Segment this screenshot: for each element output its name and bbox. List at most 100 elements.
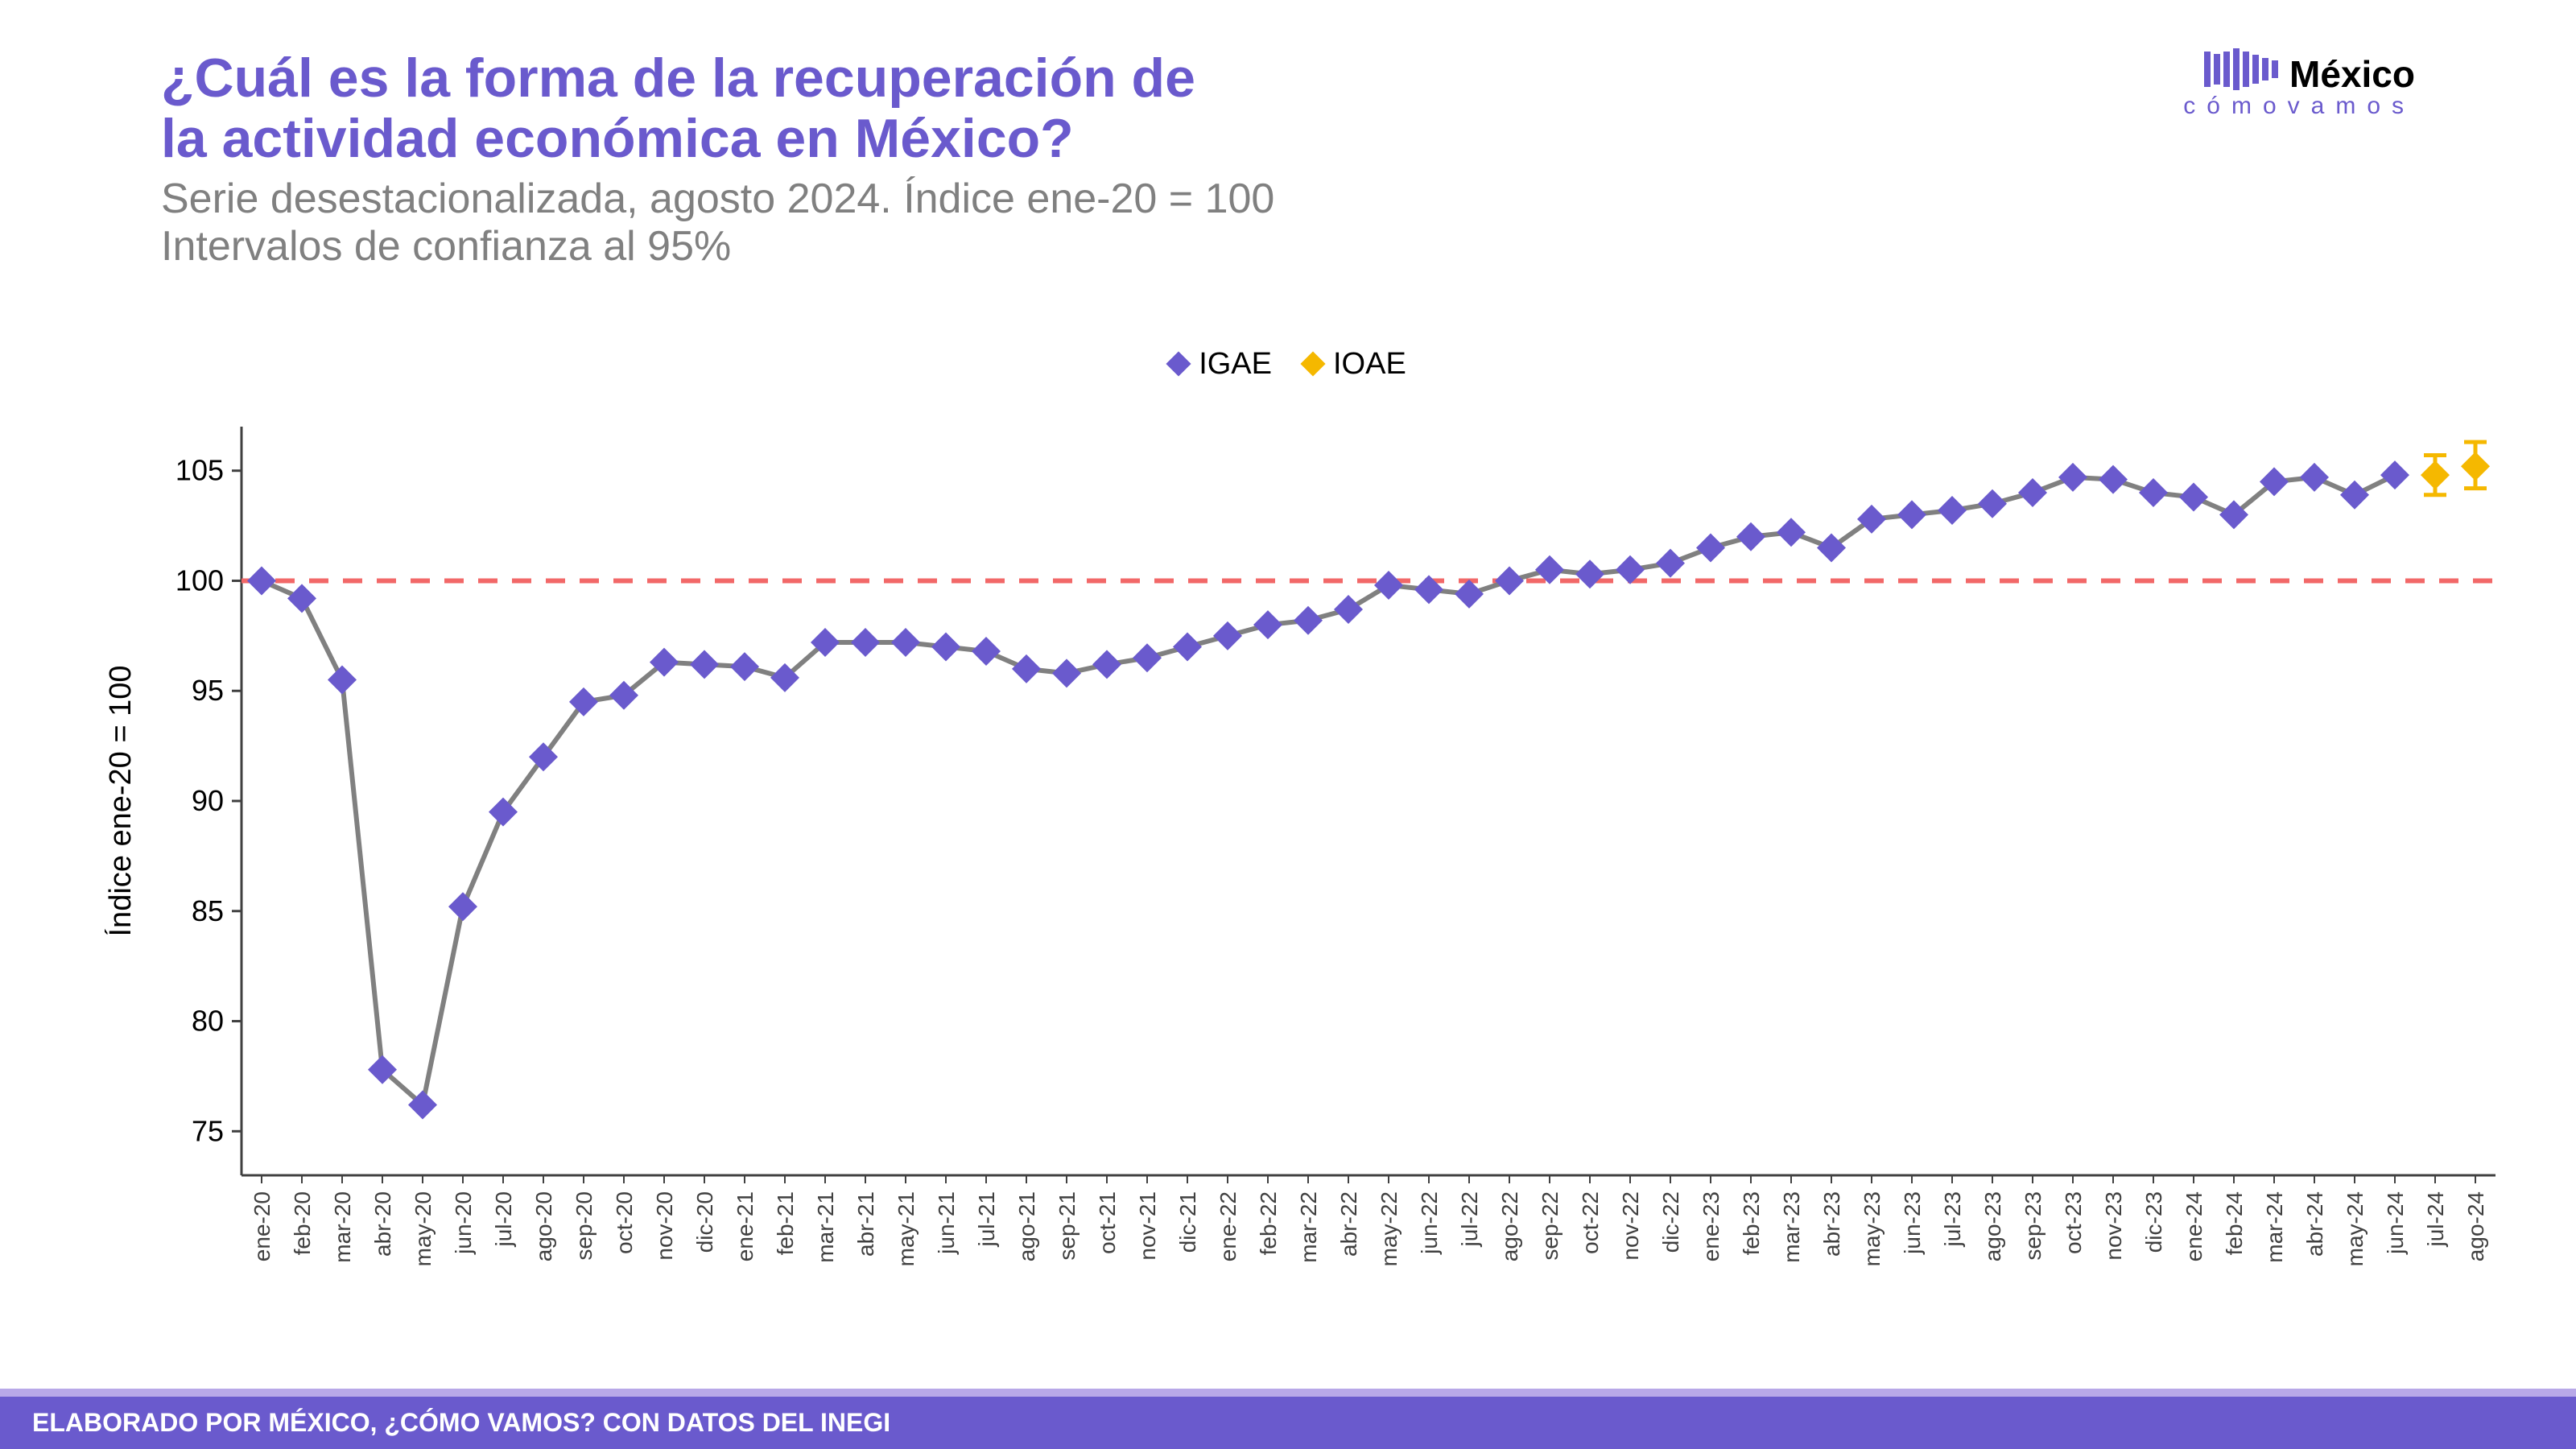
x-tick-label: dic-20: [692, 1191, 717, 1253]
x-tick-label: mar-22: [1296, 1191, 1321, 1263]
x-tick-label: nov-22: [1618, 1191, 1643, 1261]
igae-marker: [972, 637, 1001, 666]
igae-marker: [287, 584, 316, 613]
x-tick-label: abr-20: [370, 1191, 395, 1257]
igae-marker: [1978, 489, 2007, 518]
title-line-2: la actividad económica en México?: [161, 108, 1074, 169]
x-tick-label: jul-22: [1457, 1191, 1482, 1247]
igae-marker: [1696, 533, 1725, 562]
x-tick-label: nov-20: [652, 1191, 677, 1261]
igae-marker: [1253, 610, 1282, 639]
x-tick-label: feb-23: [1739, 1191, 1764, 1255]
igae-marker: [1656, 549, 1685, 578]
igae-marker: [1736, 522, 1765, 551]
igae-marker: [2018, 478, 2047, 507]
x-tick-label: oct-21: [1095, 1191, 1120, 1254]
title-line-1: ¿Cuál es la forma de la recuperación de: [161, 47, 1195, 109]
x-tick-label: nov-21: [1135, 1191, 1160, 1261]
igae-marker: [1495, 566, 1524, 595]
x-tick-label: may-22: [1377, 1191, 1402, 1266]
igae-marker: [1575, 559, 1604, 588]
igae-marker: [1334, 595, 1363, 624]
igae-marker: [1133, 643, 1162, 672]
legend-label: IOAE: [1333, 347, 1406, 382]
x-tick-label: ene-21: [733, 1191, 758, 1261]
igae-marker: [1092, 650, 1121, 679]
igae-marker: [328, 666, 357, 695]
x-tick-label: may-24: [2343, 1191, 2368, 1266]
x-tick-label: mar-21: [813, 1191, 838, 1263]
x-tick-label: sep-20: [572, 1191, 597, 1261]
ioae-marker: [2461, 452, 2490, 481]
igae-marker: [1173, 633, 1202, 662]
x-tick-label: oct-20: [612, 1191, 637, 1254]
x-tick-label: dic-22: [1658, 1191, 1683, 1253]
igae-line: [262, 475, 2395, 1104]
legend-item: IGAE: [1170, 347, 1272, 382]
x-tick-label: abr-21: [853, 1191, 878, 1257]
x-tick-label: jul-21: [974, 1191, 999, 1247]
x-tick-label: jun-23: [1900, 1191, 1925, 1255]
legend-label: IGAE: [1199, 347, 1272, 382]
x-tick-label: abr-22: [1336, 1191, 1361, 1257]
igae-marker: [851, 628, 880, 657]
logo-main-text: México: [2289, 53, 2415, 95]
igae-marker: [1777, 518, 1806, 547]
igae-marker: [1213, 621, 1242, 650]
x-tick-label: ene-24: [2182, 1191, 2207, 1261]
subtitle-line-1: Serie desestacionalizada, agosto 2024. Í…: [161, 175, 1274, 222]
x-tick-label: oct-23: [2061, 1191, 2086, 1254]
x-tick-label: ago-24: [2463, 1191, 2488, 1261]
igae-marker: [2099, 465, 2128, 494]
igae-marker: [1012, 654, 1041, 683]
ioae-marker: [2421, 460, 2450, 489]
igae-marker: [1455, 580, 1484, 609]
igae-marker: [1374, 571, 1403, 600]
x-tick-label: jun-20: [451, 1191, 476, 1255]
igae-marker: [1052, 658, 1081, 687]
y-tick-label: 105: [175, 454, 224, 487]
x-tick-label: may-20: [411, 1191, 436, 1266]
footer-stripe: [0, 1389, 2576, 1397]
igae-marker: [247, 566, 276, 595]
line-chart-svg: 7580859095100105Índice ene-20 = 100ene-2…: [105, 402, 2512, 1336]
igae-marker: [2300, 463, 2329, 492]
x-tick-label: feb-20: [290, 1191, 315, 1255]
y-tick-label: 95: [192, 674, 224, 707]
x-tick-label: nov-23: [2101, 1191, 2126, 1261]
logo-sub-text: cómovamos: [2183, 93, 2415, 120]
x-tick-label: feb-21: [773, 1191, 798, 1255]
x-tick-label: jul-23: [1940, 1191, 1965, 1247]
x-tick-label: feb-22: [1256, 1191, 1281, 1255]
igae-marker: [730, 652, 759, 681]
igae-marker: [690, 650, 719, 679]
chart-legend: IGAE IOAE: [0, 346, 2576, 382]
x-tick-label: dic-21: [1175, 1191, 1200, 1253]
igae-marker: [2380, 460, 2409, 489]
x-tick-label: ago-21: [1014, 1191, 1039, 1261]
x-tick-label: may-23: [1860, 1191, 1885, 1266]
x-tick-label: dic-23: [2141, 1191, 2166, 1253]
chart-area: 7580859095100105Índice ene-20 = 100ene-2…: [105, 402, 2512, 1336]
x-tick-label: sep-23: [2021, 1191, 2046, 1261]
legend-marker-icon: [1300, 351, 1325, 376]
x-tick-label: ago-22: [1497, 1191, 1522, 1261]
footer-text: ELABORADO POR MÉXICO, ¿CÓMO VAMOS? CON D…: [32, 1408, 890, 1437]
igae-marker: [2179, 483, 2208, 512]
chart-header: ¿Cuál es la forma de la recuperación de …: [161, 48, 2415, 271]
legend-item: IOAE: [1304, 347, 1406, 382]
x-tick-label: jun-21: [934, 1191, 959, 1255]
igae-marker: [2058, 463, 2087, 492]
igae-marker: [448, 892, 477, 921]
chart-subtitle: Serie desestacionalizada, agosto 2024. Í…: [161, 175, 2415, 272]
footer-bar: ELABORADO POR MÉXICO, ¿CÓMO VAMOS? CON D…: [0, 1397, 2576, 1449]
x-tick-label: abr-23: [1819, 1191, 1844, 1257]
x-tick-label: sep-21: [1055, 1191, 1080, 1261]
igae-marker: [1938, 496, 1967, 525]
x-tick-label: ago-23: [1980, 1191, 2005, 1261]
x-tick-label: may-21: [894, 1191, 919, 1266]
x-tick-label: ene-22: [1216, 1191, 1241, 1261]
x-tick-label: mar-20: [330, 1191, 355, 1263]
x-tick-label: ene-23: [1699, 1191, 1724, 1261]
x-tick-label: ene-20: [250, 1191, 275, 1261]
